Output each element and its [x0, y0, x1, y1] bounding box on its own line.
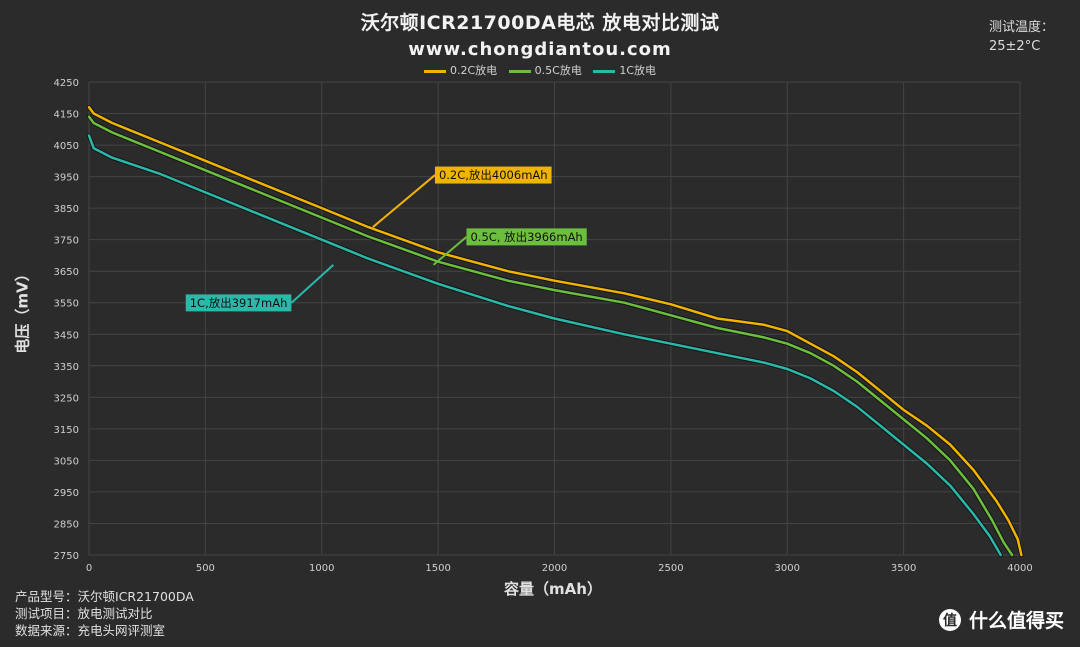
temperature-value: 25±2°C: [988, 39, 1041, 54]
x-tick-label: 3000: [775, 563, 800, 574]
annotation-label: 1C,放出3917mAh: [190, 296, 288, 310]
footer-test-item: 测试项目：放电测试对比: [15, 606, 153, 621]
legend-label-05c: 0.5C放电: [534, 64, 582, 77]
legend-label-02c: 0.2C放电: [449, 64, 498, 77]
x-tick-label: 1500: [425, 563, 450, 574]
x-tick-label: 2000: [542, 563, 567, 574]
watermark: 值 什么值得买: [938, 606, 1064, 633]
legend-item-02c: 0.2C放电: [423, 62, 498, 78]
x-tick-labels: 0 500 1000 1500 2000 2500 3000 3500 4000: [86, 563, 1033, 574]
y-tick-label: 4050: [54, 141, 79, 152]
y-tick-label: 3050: [54, 456, 79, 467]
y-tick-label: 2950: [54, 488, 79, 499]
series-line-2: [87, 134, 1002, 557]
y-tick-labels: 2750 2850 2950 3050 3150 3250 3350 3450 3550 3650…: [54, 78, 79, 562]
y-tick-label: 3650: [54, 267, 79, 278]
legend-item-05c: 0.5C放电: [508, 62, 582, 78]
y-tick-label: 3150: [54, 425, 79, 436]
y-tick-label: 3950: [54, 173, 79, 184]
y-tick-label: 3850: [54, 204, 79, 215]
watermark-text: 什么值得买: [968, 610, 1064, 632]
annotation-label: 0.2C,放出4006mAh: [439, 168, 548, 182]
y-tick-label: 4150: [54, 110, 79, 121]
x-tick-label: 2500: [658, 563, 683, 574]
footer-product-model: 产品型号：沃尔顿ICR21700DA: [15, 589, 194, 604]
annotation-box: [434, 166, 552, 184]
x-tick-label: 0: [86, 563, 92, 574]
series-line-1: [87, 115, 1014, 557]
y-tick-label: 3450: [54, 330, 79, 341]
annotation-leader: [290, 264, 335, 304]
annotation-leader: [372, 174, 436, 228]
footer-data-source: 数据来源：充电头网评测室: [15, 623, 166, 638]
test-temperature: 测试温度： 25±2°C: [989, 18, 1054, 56]
y-tick-label: 3550: [54, 299, 79, 310]
y-tick-label: 2750: [54, 551, 79, 562]
x-axis-label: 容量（mAh）: [504, 580, 602, 598]
x-tick-label: 500: [196, 563, 215, 574]
annotation-label: 0.5C, 放出3966mAh: [470, 230, 582, 244]
series-lines: [86, 104, 1024, 558]
chart-grid: [88, 81, 1021, 556]
x-tick-label: 3500: [891, 563, 916, 574]
y-tick-label: 3250: [54, 393, 79, 404]
annotation-box: [466, 228, 587, 246]
annotation-leader: [432, 236, 468, 266]
zhi-icon: 值: [938, 608, 961, 631]
annotation-box: [185, 294, 292, 312]
y-tick-label: 4250: [54, 78, 79, 89]
y-axis-label: 电压（mV）: [13, 266, 32, 354]
x-tick-label: 4000: [1007, 563, 1032, 574]
legend-label-1c: 1C放电: [619, 64, 657, 77]
legend-item-1c: 1C放电: [593, 62, 656, 78]
legend-swatch-02c: [423, 69, 446, 73]
series-line-shadow: [86, 104, 1024, 558]
legend-swatch-1c: [593, 69, 616, 73]
chart-legend: 0.2C放电 0.5C放电 1C放电: [0, 62, 1080, 78]
y-tick-label: 2850: [54, 519, 79, 530]
title-block: 沃尔顿ICR21700DA电芯 放电对比测试 www.chongdiantou.…: [0, 8, 1080, 60]
chart-title: 沃尔顿ICR21700DA电芯 放电对比测试: [360, 12, 720, 34]
temperature-label: 测试温度：: [988, 20, 1054, 35]
annotations: 0.2C,放出4006mAh 0.5C, 放出3966mAh 1C,放出3917mA…: [185, 166, 587, 312]
chart-subtitle: www.chongdiantou.com: [408, 39, 672, 60]
y-tick-label: 3750: [54, 236, 79, 247]
x-tick-label: 1000: [309, 563, 334, 574]
y-tick-label: 3350: [54, 362, 79, 373]
footer-info: 产品型号：沃尔顿ICR21700DA 测试项目：放电测试对比 数据来源：充电头网…: [15, 588, 194, 639]
series-line-0: [87, 105, 1023, 557]
legend-swatch-05c: [508, 69, 531, 73]
